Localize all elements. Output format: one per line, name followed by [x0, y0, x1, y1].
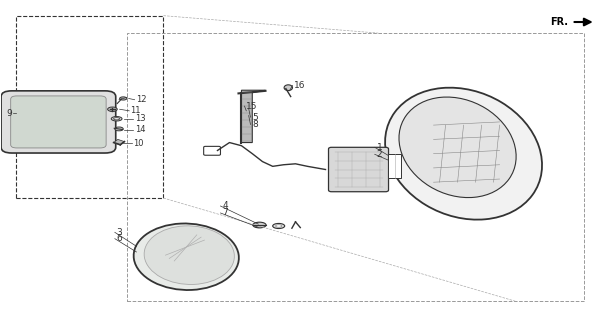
Text: 5: 5 — [252, 113, 258, 122]
Ellipse shape — [113, 118, 119, 120]
Ellipse shape — [253, 222, 266, 228]
Bar — [127, 33, 584, 301]
Text: 12: 12 — [136, 95, 147, 104]
Text: 1: 1 — [376, 143, 382, 152]
Text: 2: 2 — [376, 150, 382, 159]
Ellipse shape — [144, 226, 235, 284]
Text: 16: 16 — [294, 81, 306, 90]
Ellipse shape — [115, 127, 123, 131]
FancyBboxPatch shape — [1, 91, 116, 153]
Text: 3: 3 — [116, 228, 122, 237]
Ellipse shape — [119, 97, 127, 100]
Bar — [16, 16, 163, 198]
Text: 8: 8 — [252, 120, 258, 129]
Ellipse shape — [385, 88, 542, 220]
Polygon shape — [241, 90, 265, 142]
FancyBboxPatch shape — [329, 147, 388, 192]
Ellipse shape — [284, 85, 292, 91]
Text: 15: 15 — [246, 101, 257, 111]
FancyBboxPatch shape — [11, 96, 106, 148]
Ellipse shape — [273, 223, 285, 228]
Text: 13: 13 — [134, 114, 145, 123]
Text: 7: 7 — [223, 208, 228, 218]
Ellipse shape — [399, 97, 516, 197]
Text: 14: 14 — [134, 125, 145, 134]
Text: 9: 9 — [6, 108, 12, 117]
Ellipse shape — [134, 223, 239, 290]
Text: 11: 11 — [130, 106, 141, 115]
Ellipse shape — [276, 225, 282, 227]
Text: FR.: FR. — [551, 17, 569, 27]
Bar — [388, 154, 401, 178]
Text: 6: 6 — [116, 234, 122, 243]
Text: 4: 4 — [223, 202, 228, 211]
FancyBboxPatch shape — [204, 146, 221, 155]
Text: 10: 10 — [133, 139, 144, 148]
Polygon shape — [113, 140, 124, 145]
Ellipse shape — [107, 107, 117, 111]
Ellipse shape — [111, 116, 122, 121]
